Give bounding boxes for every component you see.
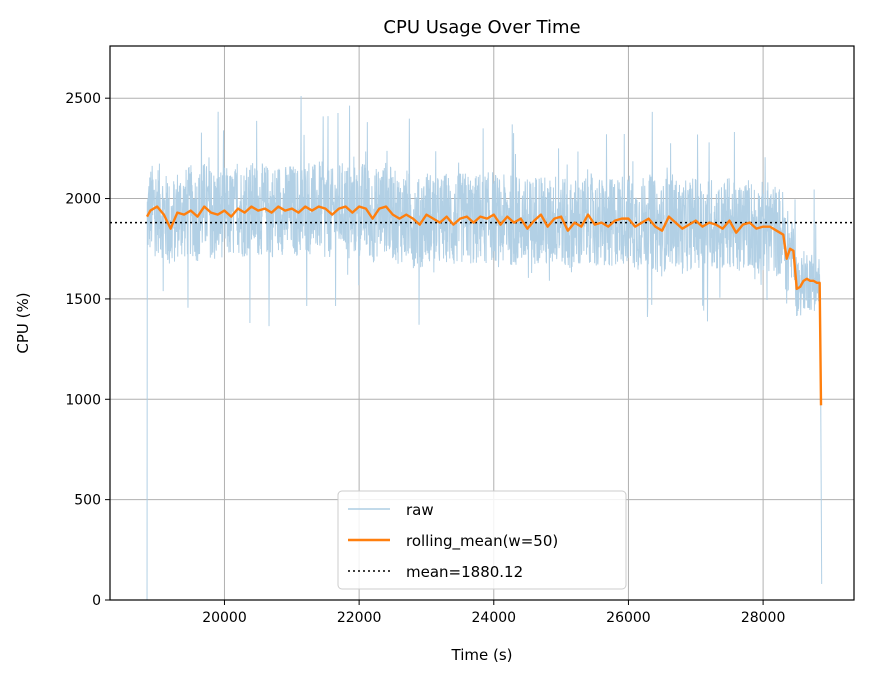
y-tick-label: 0	[92, 593, 101, 609]
x-tick-label: 24000	[472, 610, 517, 626]
raw-series-line	[146, 96, 823, 601]
rolling-mean-line	[145, 205, 823, 406]
legend: raw rolling_mean(w=50) mean=1880.12	[337, 490, 627, 590]
x-tick-label: 26000	[606, 610, 651, 626]
rolling-mean-series	[145, 205, 823, 406]
y-tick-label: 500	[74, 493, 101, 509]
y-axis-ticks: 0 500 1000 1500 2000 2500	[65, 91, 110, 609]
x-tick-label: 20000	[202, 610, 247, 626]
x-axis-ticks: 20000 22000 24000 26000 28000	[202, 600, 785, 626]
y-tick-label: 1500	[65, 292, 101, 308]
y-tick-label: 2500	[65, 91, 101, 107]
x-tick-label: 22000	[337, 610, 382, 626]
legend-raw-label: raw	[406, 501, 434, 519]
x-axis-label: Time (s)	[451, 646, 513, 664]
x-tick-label: 28000	[741, 610, 786, 626]
chart-title: CPU Usage Over Time	[383, 17, 580, 38]
legend-box	[337, 490, 627, 590]
y-tick-label: 2000	[65, 192, 101, 208]
raw-series	[146, 96, 823, 601]
y-axis-label: CPU (%)	[14, 292, 32, 353]
y-tick-label: 1000	[65, 392, 101, 408]
legend-mean-label: mean=1880.12	[406, 563, 523, 581]
plot-frame	[109, 45, 855, 601]
legend-rolling-label: rolling_mean(w=50)	[406, 532, 558, 551]
